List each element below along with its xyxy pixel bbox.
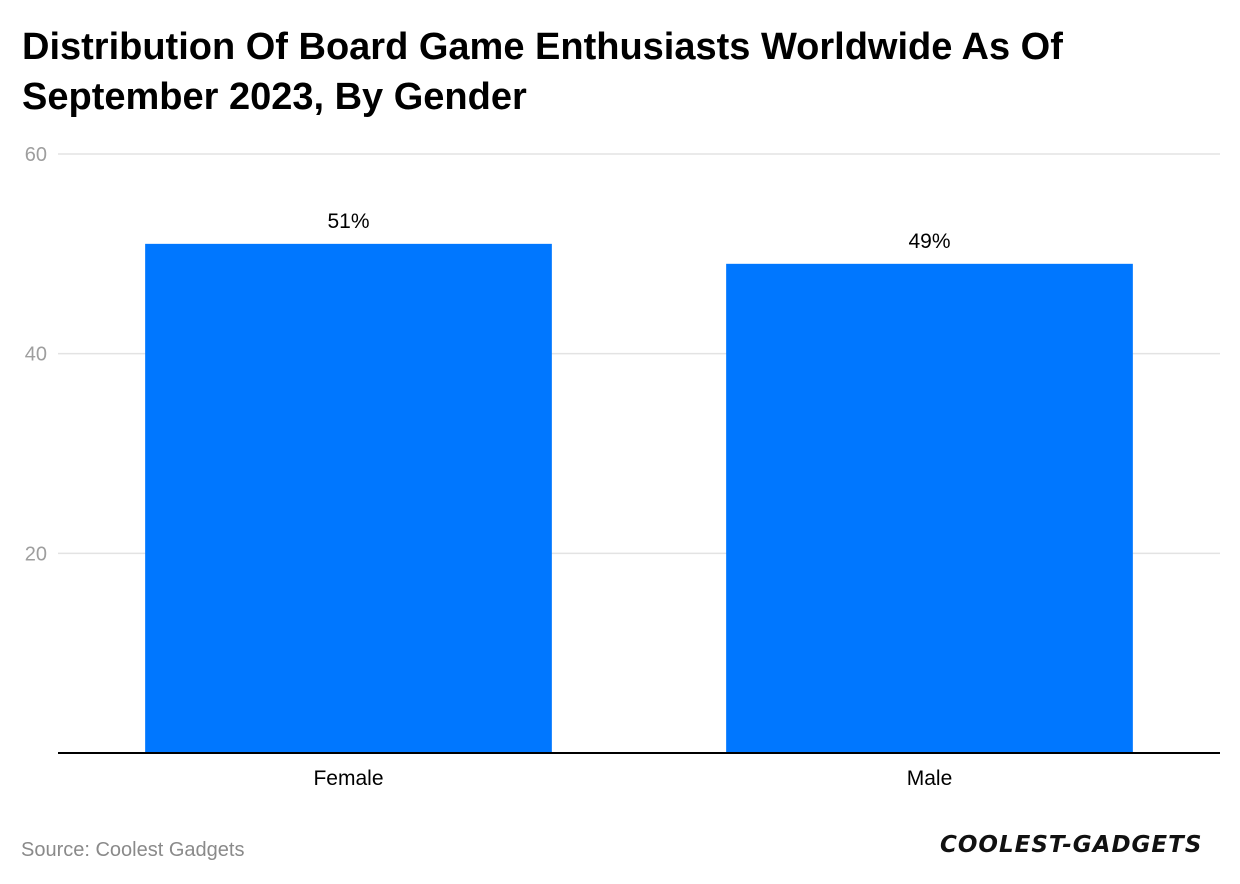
data-label: 49% — [908, 230, 950, 253]
x-tick-label: Male — [907, 767, 953, 790]
data-label: 51% — [327, 210, 369, 233]
y-tick-label: 60 — [25, 144, 47, 166]
bar-male — [726, 263, 1133, 753]
x-tick-label: Female — [313, 767, 383, 790]
brand-logo: COOLEST-GADGETS — [940, 832, 1203, 858]
y-tick-label: 40 — [25, 344, 47, 366]
source-note: Source: Coolest Gadgets — [21, 839, 245, 861]
y-tick-label: 20 — [25, 543, 47, 565]
chart-title: Distribution Of Board Game Enthusiasts W… — [22, 26, 1063, 118]
bar-female — [145, 243, 552, 753]
